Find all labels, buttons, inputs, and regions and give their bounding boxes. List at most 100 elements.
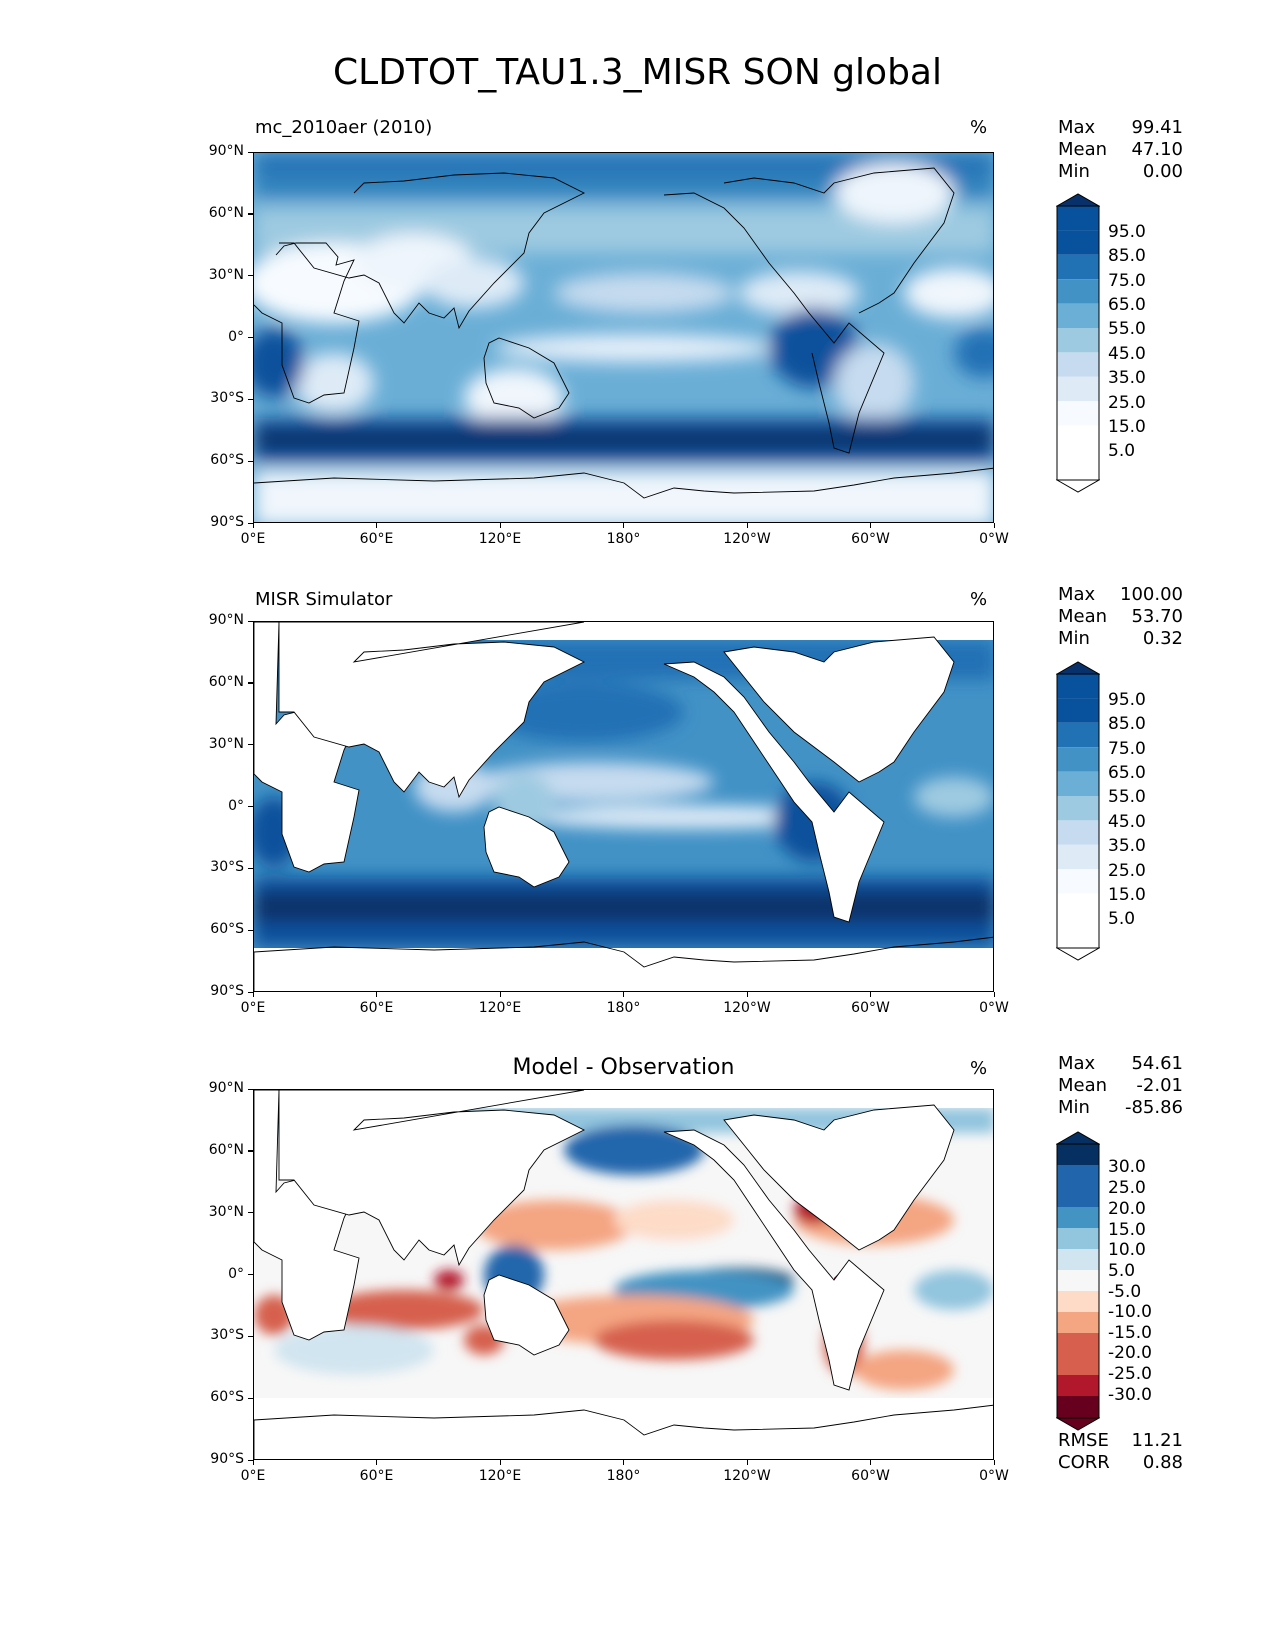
colorbar-label: 15.0	[1108, 1220, 1146, 1240]
lat-tick-mark	[248, 522, 253, 524]
lat-tick-label: 60°N	[208, 673, 244, 690]
stats-block: Max 100.00 Mean 53.70 Min 0.32	[1058, 584, 1183, 650]
lat-tick-label: 30°N	[208, 266, 244, 283]
stat-label: Min	[1058, 161, 1090, 182]
lat-tick-mark	[248, 682, 253, 684]
lat-tick-label: 60°S	[210, 452, 244, 469]
lon-tick-label: 180°	[606, 531, 641, 547]
colorbar-label: 20.0	[1108, 1199, 1146, 1219]
lon-tick-mark	[499, 1460, 501, 1465]
lat-tick-label: 90°S	[210, 983, 244, 999]
lon-tick-label: 120°W	[723, 531, 771, 547]
colorbar: 95.0 85.0 75.0 65.0 55.0 45.0 35.0 25.0 …	[1055, 661, 1186, 961]
lon-tick-label: 0°W	[979, 1468, 1009, 1484]
stat-label: Min	[1058, 1097, 1090, 1118]
lon-tick-label: 120°E	[478, 1000, 522, 1016]
lon-tick-label: 60°W	[851, 1468, 890, 1484]
lon-tick-mark	[499, 992, 501, 997]
lat-tick-label: 90°N	[208, 143, 244, 159]
lon-tick-mark	[252, 1460, 254, 1465]
panel-model: mc_2010aer (2010) %	[0, 0, 1275, 523]
unit-label: %	[970, 1058, 988, 1079]
lat-tick-label: 90°N	[208, 1080, 244, 1096]
lat-tick-mark	[248, 1150, 253, 1152]
lat-tick-label: 30°S	[210, 1327, 244, 1344]
lon-tick-label: 120°E	[478, 1468, 522, 1484]
lat-tick-label: 60°S	[210, 921, 244, 938]
lon-tick-mark	[376, 992, 378, 997]
lat-tick-mark	[248, 337, 253, 339]
lat-tick-mark	[248, 460, 253, 462]
lon-tick-label: 120°E	[478, 531, 522, 547]
lon-tick-mark	[376, 523, 378, 528]
lon-tick-label: 60°E	[359, 531, 394, 547]
colorbar-label: 25.0	[1108, 393, 1146, 413]
unit-label: %	[970, 117, 988, 138]
colorbar-label: -15.0	[1108, 1323, 1152, 1343]
lat-tick-label: 60°S	[210, 1389, 244, 1406]
colorbar-label: -5.0	[1108, 1282, 1142, 1302]
colorbar-label: 85.0	[1108, 714, 1146, 734]
lon-tick-label: 0°E	[240, 531, 266, 547]
metric-value: 0.88	[1142, 1452, 1183, 1473]
stat-value: 47.10	[1131, 139, 1183, 160]
colorbar-label: 55.0	[1108, 319, 1146, 339]
lat-tick-label: 0°	[228, 1265, 244, 1282]
colorbar-label: 5.0	[1108, 441, 1136, 461]
lon-tick-mark	[623, 523, 625, 528]
lon-tick-label: 60°E	[359, 1468, 394, 1484]
colorbar-label: 45.0	[1108, 812, 1146, 832]
lon-tick-mark	[993, 523, 995, 528]
stat-value: 53.70	[1131, 606, 1183, 627]
lat-tick-mark	[248, 1212, 253, 1214]
lon-tick-label: 0°E	[240, 1000, 266, 1016]
lon-tick-label: 180°	[606, 1468, 641, 1484]
lon-tick-label: 60°W	[851, 1000, 890, 1016]
colorbar-label: 5.0	[1108, 909, 1136, 929]
stat-label: Max	[1058, 1053, 1096, 1074]
map-difference	[253, 1089, 994, 1460]
colorbar-label: -20.0	[1108, 1343, 1152, 1363]
stat-value: 0.00	[1142, 161, 1183, 182]
lat-tick-label: 90°S	[210, 1451, 244, 1467]
lon-tick-label: 60°W	[851, 531, 890, 547]
lon-tick-mark	[746, 1460, 748, 1465]
panel-observation: MISR Simulator %	[0, 0, 1275, 992]
lat-tick-label: 0°	[228, 797, 244, 814]
lat-tick-label: 90°S	[210, 514, 244, 530]
metrics-block: RMSE 11.21 CORR 0.88	[1058, 1430, 1183, 1474]
lon-tick-label: 60°E	[359, 1000, 394, 1016]
lon-tick-mark	[252, 992, 254, 997]
colorbar-label: 25.0	[1108, 1178, 1146, 1198]
lon-tick-label: 120°W	[723, 1468, 771, 1484]
stat-label: Mean	[1058, 606, 1108, 627]
panel-difference: Model - Observation %	[0, 0, 1275, 1473]
lon-tick-mark	[746, 992, 748, 997]
lat-tick-mark	[248, 275, 253, 277]
stat-label: Mean	[1058, 139, 1108, 160]
map-observation	[253, 621, 994, 992]
colorbar-label: 95.0	[1108, 222, 1146, 242]
map-model	[253, 152, 994, 523]
lat-tick-label: 30°S	[210, 390, 244, 407]
lat-tick-mark	[248, 929, 253, 931]
lon-tick-label: 120°W	[723, 1000, 771, 1016]
colorbar-label: 5.0	[1108, 1261, 1136, 1281]
lat-tick-mark	[248, 867, 253, 870]
colorbar: 30.0 25.0 20.0 15.0 10.0 5.0 -5.0 -10.0 …	[1055, 1131, 1186, 1431]
lon-tick-label: 0°W	[979, 531, 1009, 547]
lon-tick-mark	[252, 523, 254, 528]
lat-tick-label: 30°N	[208, 1203, 244, 1220]
lat-tick-mark	[248, 213, 253, 215]
metric-label: RMSE	[1058, 1430, 1109, 1451]
colorbar-label: 55.0	[1108, 787, 1146, 807]
stat-label: Min	[1058, 628, 1090, 649]
colorbar-label: -30.0	[1108, 1385, 1152, 1405]
stat-value: 99.41	[1131, 117, 1183, 138]
colorbar-label: 35.0	[1108, 368, 1146, 388]
lat-tick-mark	[248, 620, 253, 622]
lat-tick-label: 90°N	[208, 612, 244, 628]
stat-label: Max	[1058, 117, 1096, 138]
lon-tick-mark	[870, 992, 872, 997]
lat-tick-label: 0°	[228, 328, 244, 345]
